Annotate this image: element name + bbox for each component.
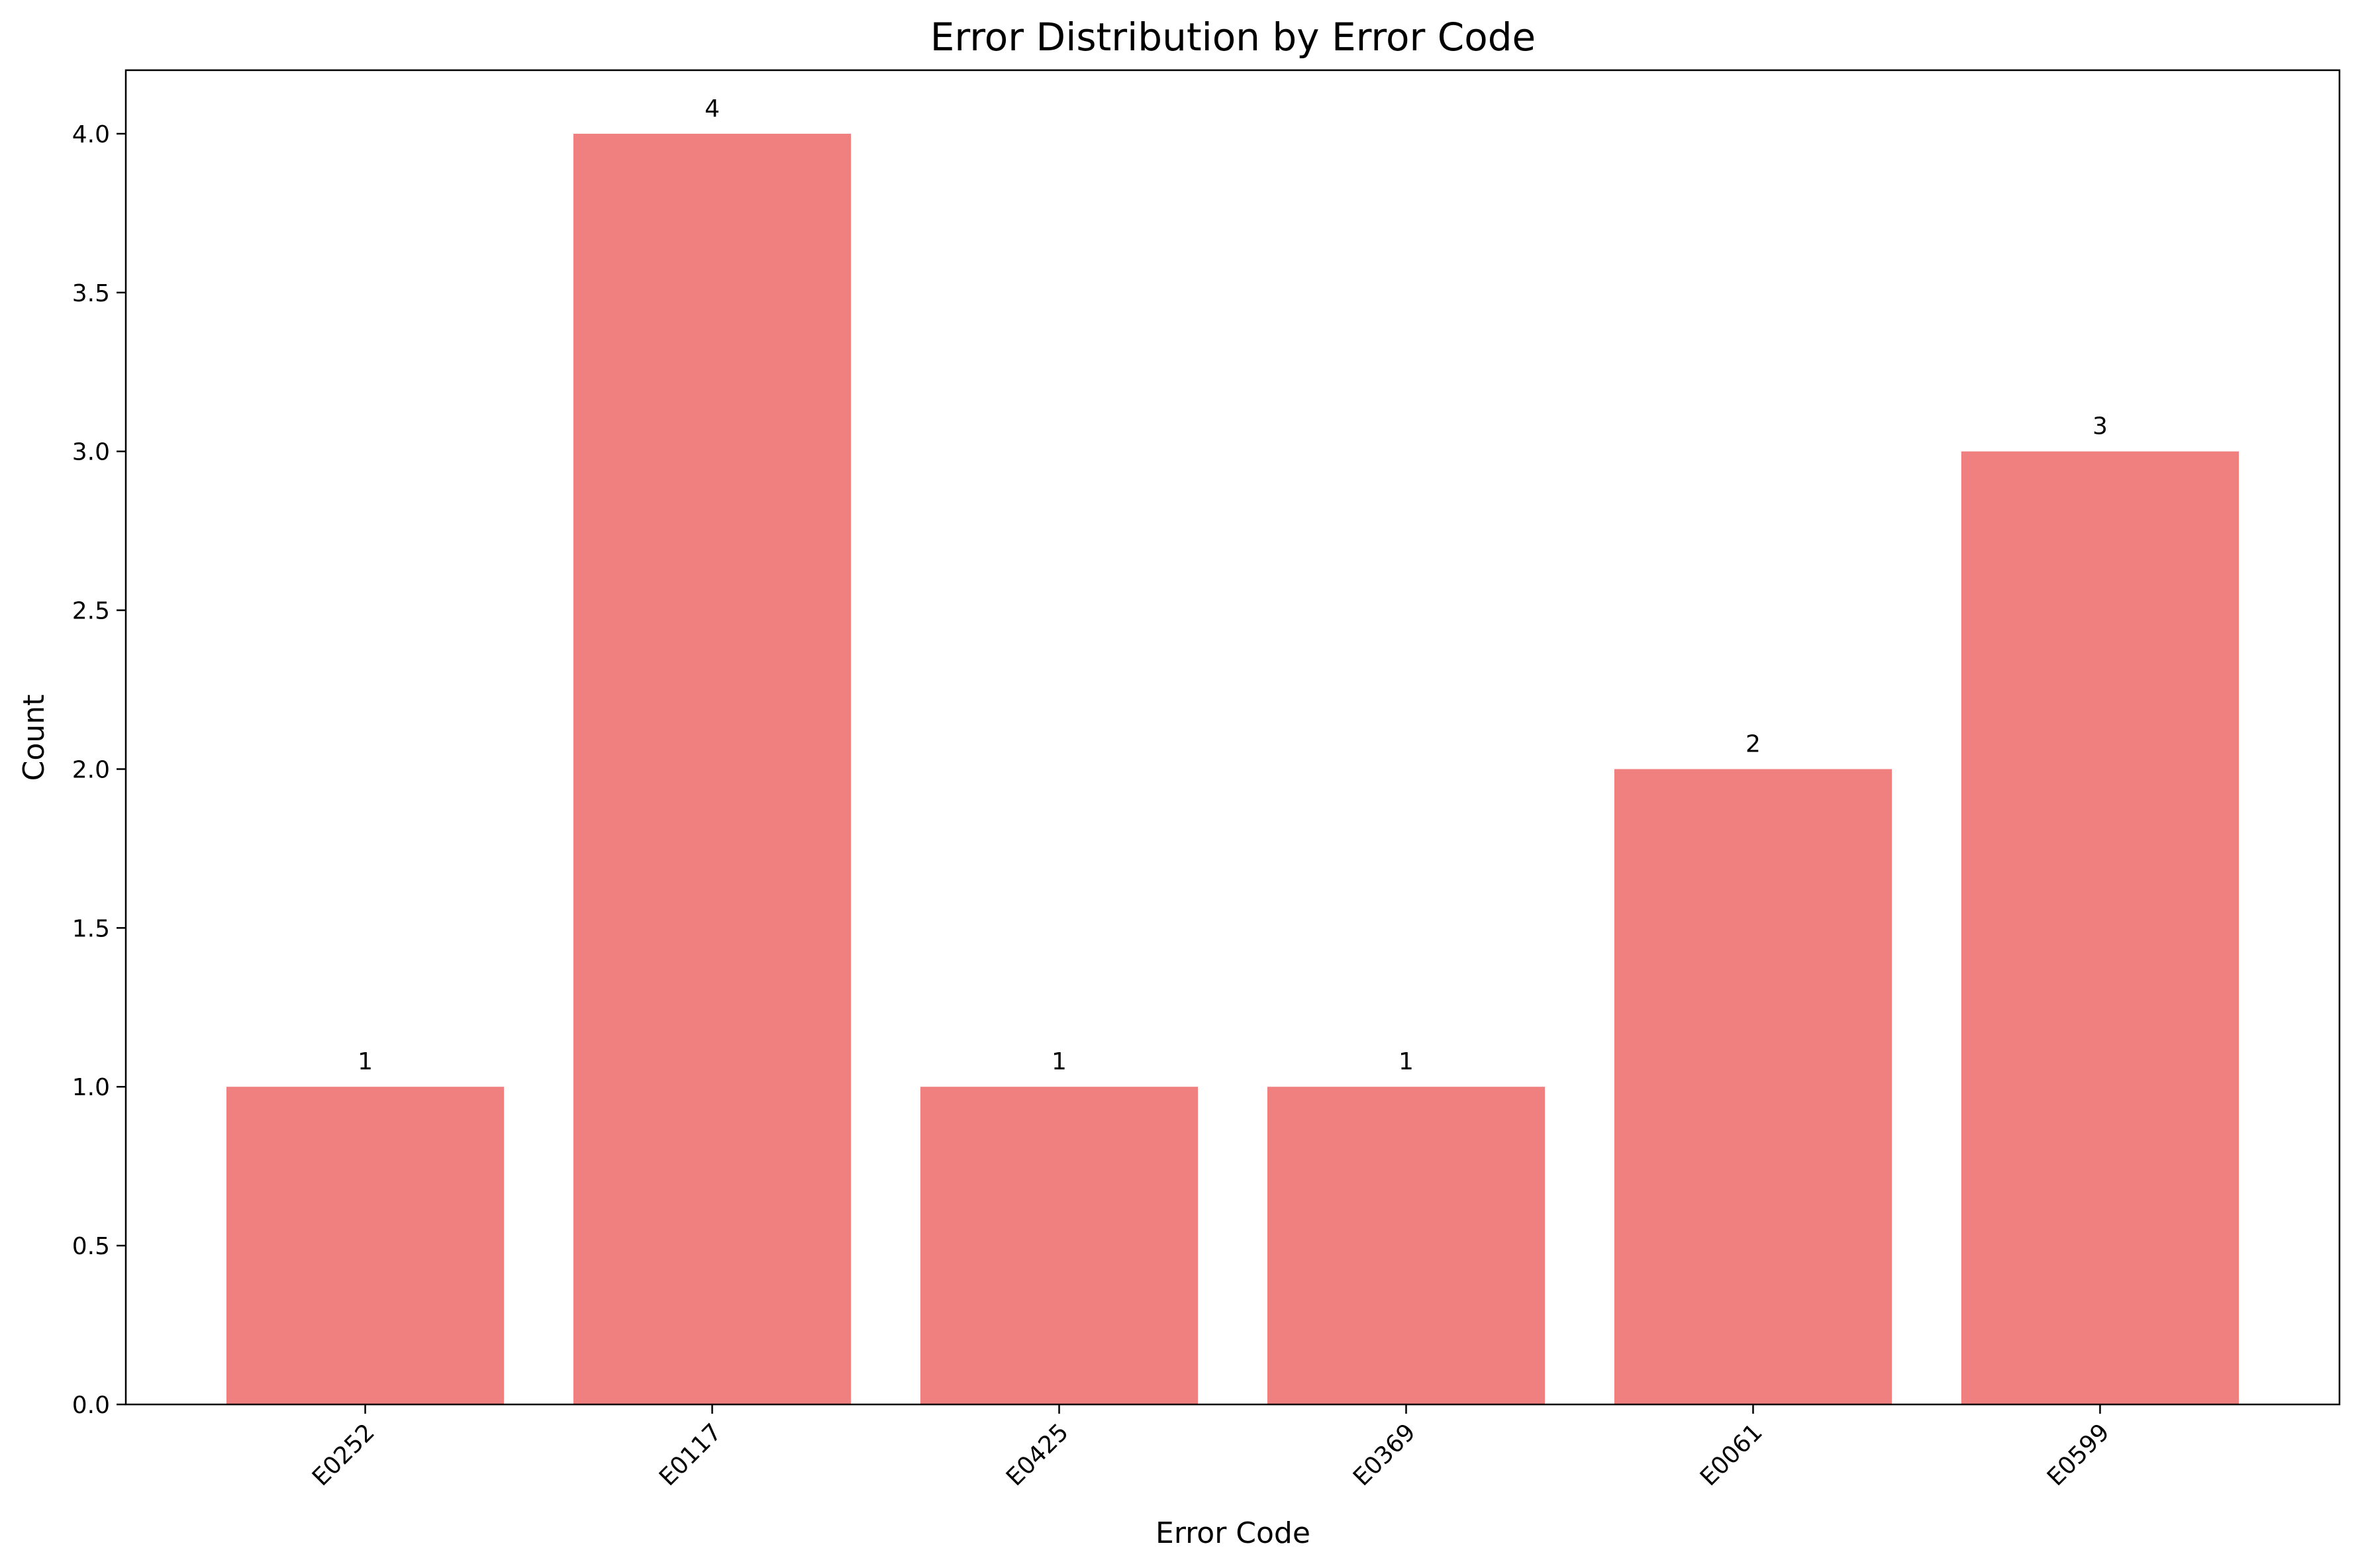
x-tick-label-E0061: E0061 (1695, 1418, 1768, 1491)
bar-E0369 (1267, 1087, 1546, 1404)
x-tick-label-E0599: E0599 (2042, 1418, 2115, 1491)
y-tick-label: 0.5 (72, 1233, 110, 1260)
bars-group (226, 133, 2239, 1404)
data-label-E0425: 1 (1052, 1048, 1067, 1075)
y-tick-label: 0.0 (72, 1392, 110, 1419)
data-label-E0061: 2 (1745, 730, 1761, 758)
bar-E0425 (920, 1087, 1199, 1404)
x-tick-label-E0425: E0425 (1001, 1418, 1074, 1491)
x-tick-label-E0117: E0117 (654, 1418, 727, 1491)
bar-E0117 (573, 133, 852, 1404)
plot-frame (124, 69, 2341, 1406)
y-tick-label: 1.0 (72, 1074, 110, 1101)
y-tick-label: 3.0 (72, 439, 110, 466)
y-tick-label: 3.5 (72, 280, 110, 307)
y-tick-label: 4.0 (72, 121, 110, 148)
x-tick-label-E0369: E0369 (1348, 1418, 1421, 1491)
data-label-E0252: 1 (358, 1048, 373, 1075)
bar-E0599 (1961, 451, 2239, 1404)
y-axis-ticks: 0.0 0.5 1.0 1.5 2.0 2.5 3.0 3.5 4.0 (72, 121, 126, 1419)
x-axis-ticks: E0252 E0117 E0425 E0369 E0061 E0599 (307, 1404, 2115, 1491)
bar-E0252 (226, 1087, 505, 1404)
y-axis-label: Count (17, 695, 51, 781)
data-label-E0599: 3 (2092, 413, 2108, 440)
data-label-E0369: 1 (1399, 1048, 1414, 1075)
y-tick-label: 1.5 (72, 915, 110, 942)
y-tick-label: 2.5 (72, 598, 110, 625)
y-tick-label: 2.0 (72, 756, 110, 783)
bar-E0061 (1614, 769, 1893, 1404)
data-label-E0117: 4 (705, 95, 720, 122)
data-labels-group: 1 4 1 1 2 3 (358, 95, 2108, 1075)
x-tick-label-E0252: E0252 (307, 1418, 380, 1491)
x-axis-label: Error Code (1155, 1516, 1310, 1550)
chart-title: Error Distribution by Error Code (930, 15, 1536, 60)
